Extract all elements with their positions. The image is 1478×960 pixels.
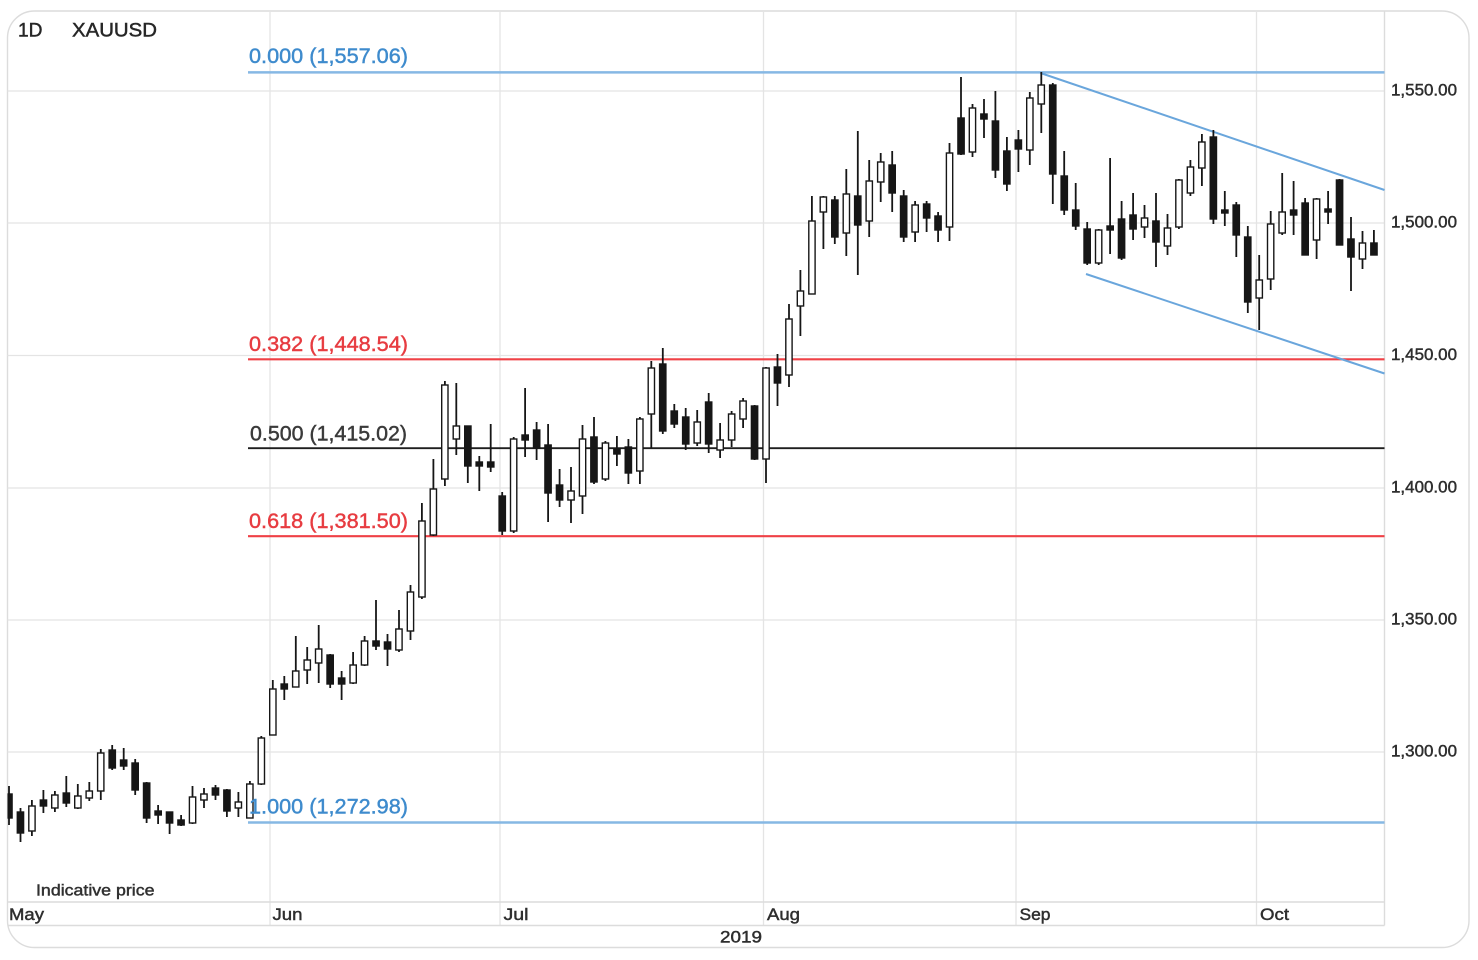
- svg-text:1D: 1D: [18, 21, 43, 42]
- svg-text:1,450.00: 1,450.00: [1391, 346, 1457, 364]
- svg-text:Jun: Jun: [273, 905, 303, 924]
- svg-text:1,550.00: 1,550.00: [1391, 82, 1457, 100]
- svg-text:Jul: Jul: [504, 905, 529, 924]
- svg-text:May: May: [9, 905, 45, 924]
- svg-text:1,500.00: 1,500.00: [1391, 214, 1457, 232]
- svg-text:Aug: Aug: [767, 905, 800, 924]
- svg-text:Indicative price: Indicative price: [36, 883, 155, 900]
- svg-text:1,400.00: 1,400.00: [1391, 479, 1457, 497]
- svg-text:1.000 (1,272.98): 1.000 (1,272.98): [249, 796, 408, 819]
- svg-text:Sep: Sep: [1020, 905, 1051, 924]
- svg-text:XAUUSD: XAUUSD: [72, 21, 157, 42]
- svg-text:2019: 2019: [720, 929, 762, 947]
- svg-text:0.618 (1,381.50): 0.618 (1,381.50): [249, 510, 408, 533]
- svg-text:1,350.00: 1,350.00: [1391, 611, 1457, 629]
- svg-text:1,300.00: 1,300.00: [1391, 743, 1457, 761]
- svg-text:0.500 (1,415.02): 0.500 (1,415.02): [250, 423, 407, 446]
- svg-text:0.382 (1,448.54): 0.382 (1,448.54): [249, 333, 408, 356]
- svg-text:0.000 (1,557.06): 0.000 (1,557.06): [249, 45, 408, 68]
- svg-text:Oct: Oct: [1260, 905, 1289, 924]
